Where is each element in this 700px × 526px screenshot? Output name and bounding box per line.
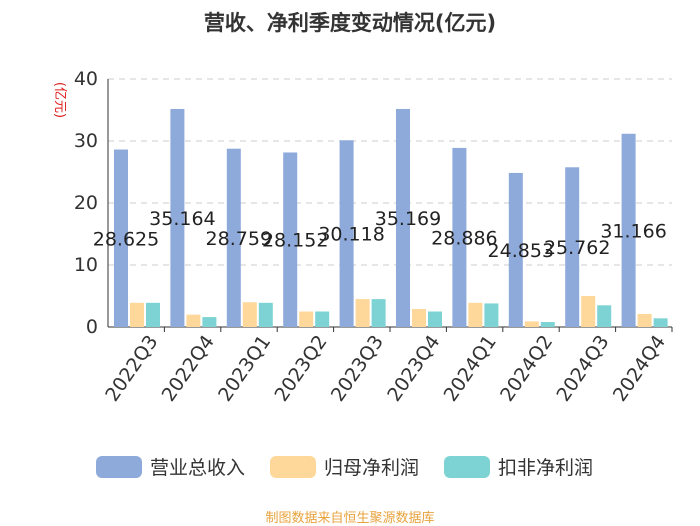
bar: [468, 302, 483, 327]
bar: [170, 108, 185, 327]
bar: [114, 149, 128, 327]
grid: [107, 78, 673, 332]
bar: [315, 311, 330, 327]
legend-swatch: [96, 456, 142, 478]
legend: 营业总收入 归母净利润 扣非净利润: [96, 456, 593, 479]
y-tick-labels: 0 10 20 30 40: [74, 68, 98, 338]
bar: [242, 302, 257, 327]
bar: [202, 317, 217, 327]
bar-value-label: 28.759: [206, 228, 272, 250]
bar: [540, 322, 555, 327]
x-tick-label: 2023Q4: [383, 331, 444, 405]
bar: [428, 311, 442, 327]
bar-value-label: 28.886: [431, 227, 497, 249]
bar: [565, 167, 580, 327]
bar: [355, 299, 370, 327]
x-tick-label: 2023Q3: [327, 331, 388, 405]
bar: [258, 302, 273, 327]
source-footer: 制图数据来自恒生聚源数据库: [265, 511, 435, 526]
bar-value-label: 30.118: [318, 224, 384, 246]
legend-label: 扣非净利润: [498, 457, 593, 479]
bar-value-label: 28.625: [93, 228, 159, 250]
data-labels: 28.62535.16428.75928.15230.11835.16928.8…: [93, 208, 667, 262]
x-tick-label: 2022Q4: [158, 331, 219, 405]
x-tick-labels: 2022Q32022Q42023Q12023Q22023Q32023Q42024…: [101, 331, 670, 405]
bar: [146, 302, 160, 327]
bar: [412, 309, 426, 327]
y-tick-label: 10: [74, 254, 98, 276]
bar: [396, 108, 410, 327]
legend-label: 归母净利润: [324, 457, 419, 479]
x-tick-label: 2022Q3: [101, 331, 162, 405]
y-tick-label: 40: [74, 68, 98, 90]
bar: [484, 303, 499, 327]
x-tick-label: 2024Q1: [440, 331, 501, 405]
bar-value-label: 31.166: [600, 220, 666, 242]
bar: [452, 147, 467, 327]
bar-value-label: 35.164: [149, 208, 215, 230]
y-tick-label: 0: [86, 316, 98, 338]
bar-value-label: 24.853: [488, 240, 554, 262]
bar: [637, 313, 652, 327]
bar: [524, 321, 539, 327]
bar: [371, 299, 386, 327]
bar: [299, 311, 314, 327]
bar-value-label: 25.762: [544, 237, 610, 259]
bar-value-label: 28.152: [262, 230, 328, 252]
legend-swatch: [270, 456, 316, 478]
x-tick-label: 2024Q3: [552, 331, 613, 405]
bar: [597, 305, 612, 327]
x-tick-label: 2024Q4: [609, 331, 670, 405]
x-tick-label: 2024Q2: [496, 331, 557, 405]
y-tick-label: 20: [74, 192, 98, 214]
bar: [226, 148, 241, 327]
x-tick-label: 2023Q1: [214, 331, 275, 405]
y-tick-label: 30: [74, 130, 98, 152]
bar: [621, 133, 636, 327]
bar: [581, 296, 596, 327]
bars: [114, 108, 668, 327]
legend-swatch: [444, 456, 490, 478]
legend-label: 营业总收入: [150, 457, 245, 479]
bar-value-label: 35.169: [375, 208, 441, 230]
bar: [186, 314, 201, 327]
y-axis-label: (亿元): [52, 82, 67, 118]
bar: [130, 302, 144, 327]
x-tick-label: 2023Q2: [270, 331, 331, 405]
bar: [653, 318, 668, 327]
bar: [339, 140, 354, 327]
bar: [508, 172, 523, 327]
chart-title: 营收、净利季度变动情况(亿元): [204, 11, 496, 35]
bar: [283, 152, 298, 327]
